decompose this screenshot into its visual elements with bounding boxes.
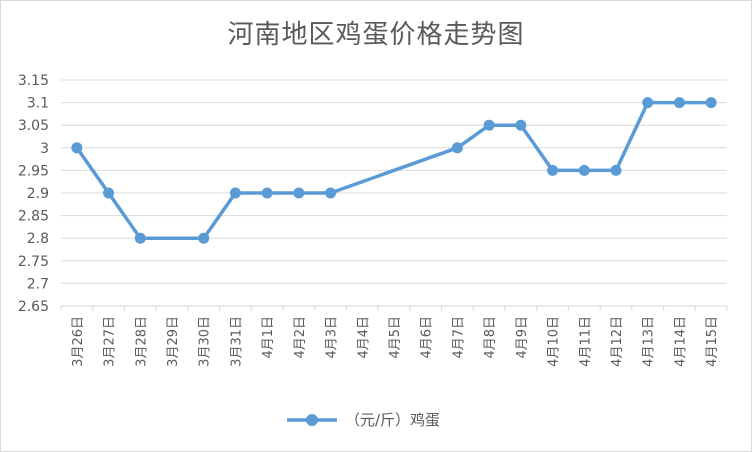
x-tick-label: 3月29日 xyxy=(166,316,181,367)
x-tick-label: 4月7日 xyxy=(451,316,466,359)
y-tick-label: 2.75 xyxy=(18,254,49,270)
y-tick-label: 2.95 xyxy=(18,163,49,179)
y-tick-label: 2.8 xyxy=(27,231,49,247)
data-point xyxy=(229,187,241,199)
y-tick-label: 2.9 xyxy=(27,186,49,202)
x-tick-label: 4月8日 xyxy=(483,316,498,359)
data-point xyxy=(103,187,115,199)
y-tick-label: 3 xyxy=(40,141,49,157)
x-tick-label: 4月3日 xyxy=(325,316,340,359)
data-point xyxy=(134,232,146,244)
x-tick-label: 4月9日 xyxy=(515,316,530,359)
y-tick-label: 2.65 xyxy=(18,299,49,315)
data-point xyxy=(261,187,273,199)
legend-point-marker xyxy=(306,414,318,426)
data-point xyxy=(71,142,83,154)
data-point xyxy=(483,119,495,131)
data-point xyxy=(547,164,559,176)
x-tick-label: 4月10日 xyxy=(547,316,562,367)
y-tick-label: 2.7 xyxy=(27,276,49,292)
legend-label: （元/斤）鸡蛋 xyxy=(345,411,440,429)
data-point xyxy=(515,119,527,131)
data-point xyxy=(293,187,305,199)
data-point xyxy=(705,97,717,109)
x-tick-label: 4月5日 xyxy=(388,316,403,359)
y-tick-label: 3.1 xyxy=(27,96,49,112)
x-tick-label: 4月1日 xyxy=(261,316,276,359)
series-layer xyxy=(71,97,717,244)
x-tick-label: 3月26日 xyxy=(71,316,86,367)
gridlines xyxy=(61,79,727,307)
y-tick-label: 3.15 xyxy=(18,73,49,89)
x-tick-label: 3月28日 xyxy=(134,316,149,367)
x-tick-label: 4月6日 xyxy=(420,316,435,359)
x-tick-label: 4月15日 xyxy=(705,316,720,367)
data-point xyxy=(451,142,463,154)
data-point xyxy=(578,164,590,176)
x-tick-label: 4月12日 xyxy=(610,316,625,367)
y-tick-label: 2.85 xyxy=(18,209,49,225)
x-tick-label: 4月11日 xyxy=(578,316,593,367)
x-tick-label: 4月14日 xyxy=(673,316,688,367)
data-point xyxy=(642,97,654,109)
legend: （元/斤）鸡蛋 xyxy=(287,411,440,429)
x-tick-label: 3月31日 xyxy=(229,316,244,367)
x-tick-label: 3月30日 xyxy=(198,316,213,367)
data-point xyxy=(673,97,685,109)
y-tick-label: 3.05 xyxy=(18,118,49,134)
data-point xyxy=(610,164,622,176)
data-point xyxy=(325,187,337,199)
chart-title: 河南地区鸡蛋价格走势图 xyxy=(227,20,525,50)
x-tick-label: 4月2日 xyxy=(293,316,308,359)
x-tick-label: 4月13日 xyxy=(642,316,657,367)
x-tick-label: 4月4日 xyxy=(356,316,371,359)
x-axis: 3月26日 3月27日 3月28日 3月29日 3月30日 3月31日 4月1日 4月2日 4月… xyxy=(60,306,728,367)
x-tick-label: 3月27日 xyxy=(103,316,118,367)
data-point xyxy=(198,232,210,244)
y-axis-ticks: 2.65 2.7 2.75 2.8 2.85 2.9 2.95 3 3.05 3.1 3.15 xyxy=(18,73,49,315)
